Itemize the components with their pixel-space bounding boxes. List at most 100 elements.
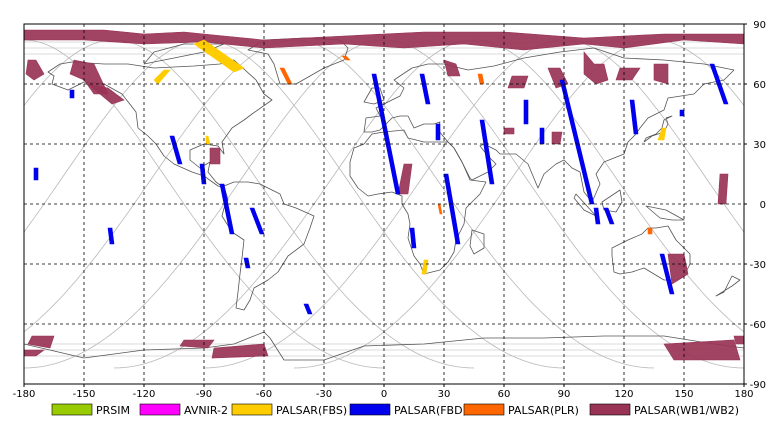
coastline: [645, 205, 685, 221]
lon-tick-label: -60: [256, 389, 272, 400]
palsar-fbd-swath: [629, 99, 639, 135]
legend-label: PALSAR(FBD): [394, 404, 467, 417]
palsar-fbd-swath: [69, 89, 75, 99]
legend-label: PALSAR(FBS): [276, 404, 347, 417]
palsar-fbd-swath: [435, 123, 441, 141]
coastline: [47, 59, 273, 189]
legend-swatch: [349, 403, 391, 416]
observation-swaths: [24, 29, 744, 361]
palsar-fbd-swath: [303, 303, 313, 315]
legend-swatch: [231, 403, 273, 416]
orbit-track: [113, 39, 475, 369]
lon-tick-label: -120: [133, 389, 156, 400]
palsar-wb-swath: [209, 147, 221, 165]
lat-tick-label: -30: [750, 260, 766, 271]
legend: PRSIM AVNIR-2 PALSAR(FBS) PALSAR(FBD) PALSAR…: [51, 403, 739, 417]
lat-tick-label: 30: [753, 140, 766, 151]
lat-tick-label: 60: [753, 80, 766, 91]
orbit-track: [24, 40, 25, 41]
palsar-fbd-swath: [479, 119, 495, 185]
palsar-wb-swath: [211, 343, 269, 359]
lon-tick-label: 0: [381, 389, 387, 400]
palsar-wb-swath: [69, 59, 109, 95]
coastline: [24, 331, 744, 384]
legend-label: AVNIR-2: [184, 404, 228, 417]
palsar-fbd-swath: [243, 257, 251, 269]
palsar-wb-swath: [583, 51, 609, 85]
palsar-wb-swath: [663, 339, 741, 361]
palsar-wb-swath: [179, 339, 215, 349]
legend-swatch: [51, 403, 93, 416]
lon-tick-label: -30: [316, 389, 332, 400]
palsar-plr-swath: [341, 55, 351, 61]
palsar-plr-swath: [477, 73, 485, 85]
palsar-wb-swath: [733, 335, 744, 345]
palsar-fbd-swath: [523, 99, 529, 125]
palsar-fbs-swath: [657, 127, 667, 141]
palsar-wb-swath: [25, 59, 45, 81]
palsar-wb-swath: [507, 75, 529, 89]
palsar-wb-swath: [615, 67, 641, 81]
lon-tick-label: 150: [674, 389, 693, 400]
orbit-track: [473, 39, 744, 333]
graticule-grid: [24, 24, 744, 384]
lat-tick-label: -60: [750, 320, 766, 331]
longitude-axis: -180 -150 -120 -90 -60 -30 0 30 60 90 120 150 180: [13, 384, 754, 400]
palsar-wb-swath: [551, 131, 563, 145]
legend-label: PALSAR(PLR): [508, 404, 579, 417]
palsar-wb-swath: [443, 59, 461, 77]
orbit-track: [203, 39, 565, 369]
palsar-fbd-swath: [539, 127, 545, 145]
orbit-track: [24, 39, 115, 106]
palsar-wb-swath: [667, 253, 689, 285]
palsar-fbd-swath: [33, 167, 39, 181]
legend-label: PRSIM: [96, 404, 130, 417]
latitude-axis: 90 60 30 0 -30 -60 -90: [744, 20, 766, 391]
lon-tick-label: 120: [614, 389, 633, 400]
lon-tick-label: 30: [438, 389, 451, 400]
palsar-wb-swath: [717, 173, 729, 205]
orbit-track: [293, 39, 655, 369]
palsar-wb-swath: [24, 349, 45, 357]
palsar-fbd-swath: [419, 73, 431, 105]
palsar-fbd-swath: [107, 227, 115, 245]
palsar-plr-swath: [647, 227, 653, 235]
lon-tick-label: -150: [73, 389, 96, 400]
palsar-wb-swath: [503, 127, 515, 135]
lon-tick-label: 90: [558, 389, 571, 400]
lon-tick-label: 60: [498, 389, 511, 400]
lat-tick-label: -90: [750, 380, 766, 391]
palsar-fbd-swath: [593, 207, 601, 225]
palsar-wb-swath: [27, 335, 55, 349]
lon-tick-label: -180: [13, 389, 36, 400]
palsar-fbd-swath: [219, 183, 235, 235]
palsar-fbd-swath: [409, 227, 417, 249]
palsar-fbd-swath: [199, 163, 207, 185]
palsar-wb-swath: [397, 163, 413, 195]
coastline: [363, 47, 735, 203]
palsar-fbs-swath: [421, 259, 429, 275]
coastline: [601, 189, 623, 213]
legend-swatch: [463, 403, 505, 416]
coastline: [715, 275, 741, 297]
palsar-wb-swath: [87, 83, 125, 105]
palsar-fbd-swath: [603, 207, 615, 225]
palsar-fbs-swath: [193, 39, 245, 73]
lat-tick-label: 90: [753, 20, 766, 31]
palsar-fbd-swath: [169, 135, 183, 165]
lon-tick-label: 180: [734, 389, 753, 400]
palsar-fbd-swath: [659, 253, 675, 295]
lat-tick-label: 0: [760, 200, 766, 211]
palsar-fbd-swath: [371, 73, 401, 195]
lon-tick-label: -90: [196, 389, 212, 400]
palsar-fbd-swath: [709, 63, 729, 105]
coastline: [363, 87, 385, 105]
coastline: [469, 229, 485, 255]
orbit-track: [653, 39, 744, 106]
legend-label: PALSAR(WB1/WB2): [634, 404, 739, 417]
palsar-fbd-swath: [679, 109, 685, 117]
legend-swatch: [589, 403, 631, 416]
palsar-plr-swath: [279, 67, 293, 85]
legend-swatch: [139, 403, 181, 416]
